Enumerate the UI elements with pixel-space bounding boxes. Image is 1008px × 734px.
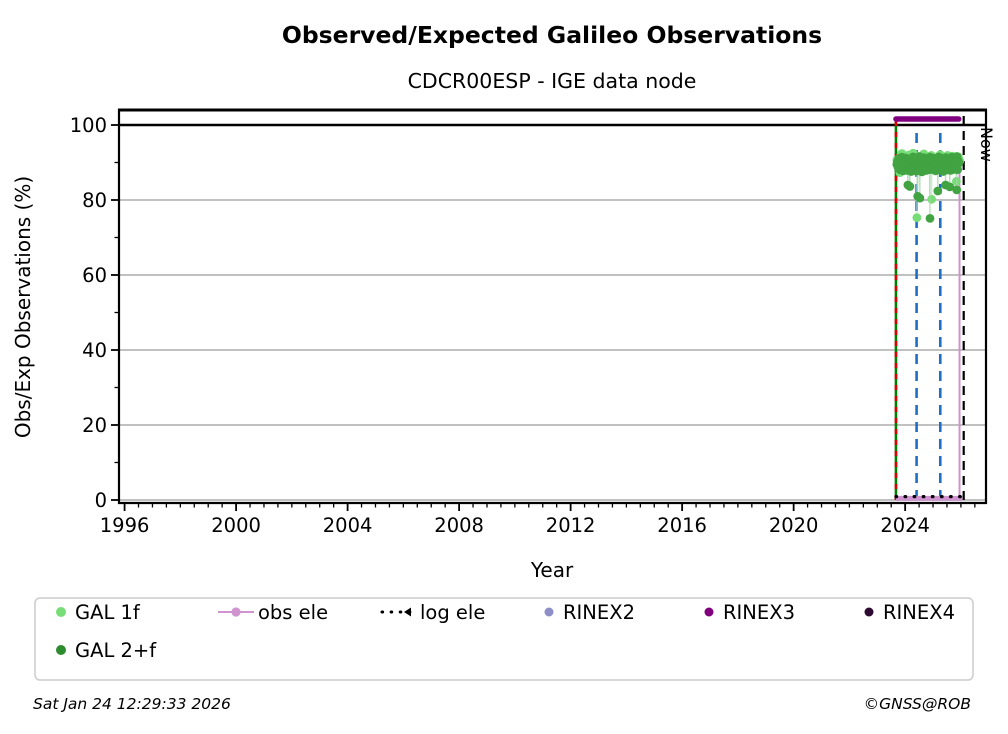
x-tick-label: 2024 <box>880 514 930 537</box>
legend-box <box>34 597 974 681</box>
legend: GAL 1f GAL 2+f obs ele log ele RINEX2 RINEX3 R… <box>34 597 974 681</box>
y-tick-label: 40 <box>82 339 107 362</box>
series-gal-1f-point <box>927 194 936 204</box>
series-gal-2-f-point <box>905 182 915 191</box>
legend-label-gal-1f: GAL 1f <box>75 601 141 624</box>
rinex4-marker-dot <box>864 607 874 617</box>
series-gal-2-f-point <box>925 214 935 223</box>
x-tick-label: 1996 <box>100 514 150 537</box>
legend-item-rinex3: RINEX3 <box>704 601 795 624</box>
gal-1f-marker-dot <box>56 607 66 617</box>
legend-label-rinex4: RINEX4 <box>883 601 955 624</box>
obs-ele-marker-dot <box>231 607 241 617</box>
series-gal-2-f-point <box>933 186 943 196</box>
y-tick-label: 60 <box>82 264 107 287</box>
legend-label-rinex2: RINEX2 <box>563 601 635 624</box>
series-gal-2-f-point <box>915 193 925 203</box>
footer-credit: ©GNSS@ROB <box>864 695 971 713</box>
y-tick-label: 100 <box>70 114 107 137</box>
y-tick-label: 20 <box>82 414 107 437</box>
legend-item-obs-ele: obs ele <box>218 601 328 624</box>
x-tick-label: 2000 <box>211 514 261 537</box>
x-tick-label: 2016 <box>657 514 707 537</box>
gal-2-f-marker-dot <box>56 645 66 655</box>
x-tick-label: 2020 <box>769 514 819 537</box>
chart-title: Observed/Expected Galileo Observations <box>282 21 822 49</box>
grid-layer <box>119 123 986 501</box>
legend-label-obs-ele: obs ele <box>258 601 328 624</box>
y-axis-label: Obs/Exp Observations (%) <box>11 176 35 438</box>
y-tick-label: 0 <box>95 489 107 512</box>
x-tick-label: 2008 <box>434 514 484 537</box>
x-tick-label: 2012 <box>546 514 596 537</box>
chart-subtitle: CDCR00ESP - IGE data node <box>408 69 697 93</box>
legend-label-rinex3: RINEX3 <box>723 601 795 624</box>
series-gal-2-f-point <box>952 185 962 195</box>
series-gal-2-f <box>892 152 964 223</box>
series-gal-2-f-point <box>953 165 962 175</box>
series-gal-1f-point <box>912 213 922 223</box>
legend-item-gal-2-f: GAL 2+f <box>56 639 157 662</box>
rinex2-marker-dot <box>544 607 554 617</box>
data-layer <box>892 110 965 501</box>
y-tick-label: 80 <box>82 189 107 212</box>
footer-timestamp: Sat Jan 24 12:29:33 2026 <box>33 695 231 713</box>
legend-item-rinex4: RINEX4 <box>864 601 955 624</box>
legend-label-log-ele: log ele <box>420 601 485 624</box>
legend-item-gal-1f: GAL 1f <box>56 601 141 624</box>
rinex3-marker-dot <box>704 607 714 617</box>
legend-item-rinex2: RINEX2 <box>544 601 635 624</box>
now-annotation: Now <box>977 127 996 162</box>
x-axis-label: Year <box>530 558 574 582</box>
x-tick-label: 2004 <box>323 514 373 537</box>
log-ele-marker-arrow <box>404 607 411 617</box>
series-gal-2-f-point <box>945 182 955 192</box>
legend-item-log-ele: log ele <box>380 601 485 624</box>
series-gal-2-f-point <box>954 158 964 168</box>
legend-label-gal-2-f: GAL 2+f <box>75 639 157 662</box>
axis-layer: 1996 2000 2004 2008 2012 2016 2020 2024 0 20 40 60 8… <box>70 108 988 537</box>
